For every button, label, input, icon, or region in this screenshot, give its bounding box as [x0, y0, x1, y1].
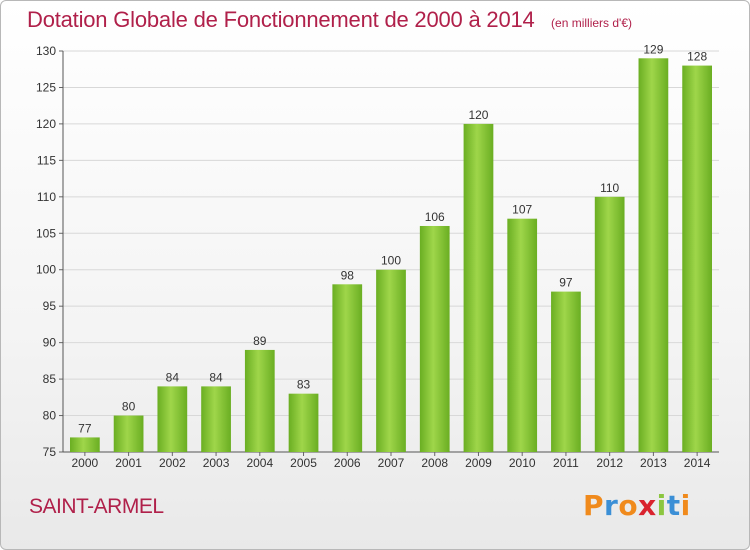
- y-tick-label: 90: [43, 336, 57, 350]
- bar: [157, 386, 188, 452]
- x-tick-label: 2003: [203, 456, 230, 470]
- bar: [332, 284, 363, 452]
- data-label: 120: [468, 108, 488, 122]
- data-label: 106: [425, 210, 445, 224]
- data-label: 100: [381, 254, 401, 268]
- bar: [594, 196, 625, 452]
- data-label: 97: [559, 276, 573, 290]
- chart-title: Dotation Globale de Fonctionnement de 20…: [27, 7, 535, 32]
- y-tick-label: 80: [43, 409, 57, 423]
- y-tick-label: 110: [37, 190, 56, 204]
- bar: [69, 437, 100, 452]
- bar: [113, 415, 144, 452]
- y-tick-label: 95: [43, 299, 57, 313]
- proxiti-logo: Proxiti: [583, 489, 691, 522]
- x-tick-label: 2006: [334, 456, 361, 470]
- logo-letter: i: [656, 489, 667, 522]
- data-label: 84: [209, 370, 223, 384]
- y-tick-label: 85: [43, 372, 57, 386]
- bar: [682, 65, 713, 452]
- bar: [244, 349, 275, 452]
- bar: [419, 225, 450, 452]
- x-tick-label: 2013: [640, 456, 667, 470]
- bar: [463, 123, 494, 452]
- bar: [551, 291, 581, 452]
- logo-letter: P: [583, 489, 605, 522]
- bar: [638, 58, 669, 453]
- data-label: 98: [341, 268, 355, 282]
- x-tick-label: 2012: [596, 456, 623, 470]
- x-tick-label: 2010: [509, 456, 536, 470]
- bar: [201, 386, 231, 452]
- y-tick-label: 125: [36, 80, 56, 94]
- data-label: 129: [643, 42, 663, 56]
- y-tick-label: 120: [36, 117, 56, 131]
- logo-letter: t: [666, 489, 681, 522]
- title-row: Dotation Globale de Fonctionnement de 20…: [27, 7, 632, 33]
- data-label: 89: [253, 334, 267, 348]
- bar: [376, 269, 406, 452]
- data-label: 80: [122, 400, 136, 414]
- data-label: 110: [600, 181, 619, 195]
- y-tick-label: 115: [37, 153, 56, 167]
- y-tick-label: 105: [36, 226, 56, 240]
- y-tick-label: 100: [36, 263, 56, 277]
- bar: [288, 393, 319, 452]
- logo-letter: i: [680, 489, 691, 522]
- x-tick-label: 2008: [421, 456, 448, 470]
- logo-letter: o: [618, 489, 639, 522]
- place-name: SAINT-ARMEL: [29, 495, 164, 518]
- data-label: 107: [512, 203, 532, 217]
- x-tick-label: 2000: [72, 456, 99, 470]
- logo-letter: r: [604, 489, 619, 522]
- data-label: 128: [687, 50, 707, 64]
- y-tick-label: 130: [36, 44, 56, 58]
- x-tick-label: 2007: [378, 456, 405, 470]
- x-tick-label: 2002: [159, 456, 186, 470]
- data-label: 77: [78, 421, 92, 435]
- data-label: 84: [166, 370, 180, 384]
- chart-subtitle: (en milliers d'€): [551, 16, 633, 30]
- y-tick-label: 75: [43, 445, 57, 459]
- x-tick-label: 2011: [553, 456, 579, 470]
- x-tick-label: 2014: [684, 456, 711, 470]
- x-tick-label: 2004: [246, 456, 273, 470]
- x-tick-label: 2005: [290, 456, 317, 470]
- x-tick-label: 2009: [465, 456, 492, 470]
- bar: [507, 218, 538, 452]
- x-tick-label: 2001: [115, 456, 142, 470]
- logo-letter: x: [638, 489, 657, 522]
- data-label: 83: [297, 378, 311, 392]
